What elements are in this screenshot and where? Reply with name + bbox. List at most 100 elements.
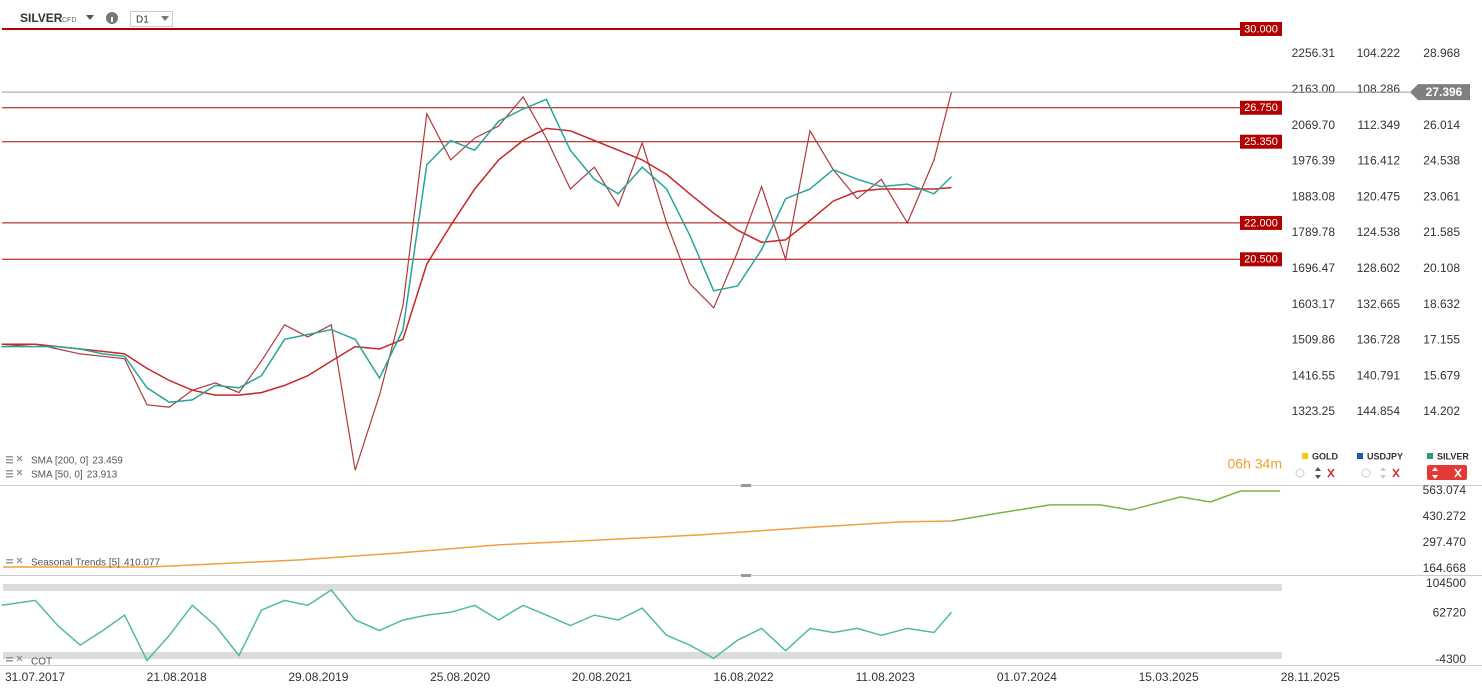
icon (6, 660, 13, 662)
order-icon[interactable] (1432, 467, 1438, 479)
remove-icon[interactable] (1392, 468, 1400, 478)
cot-lower-zone (3, 652, 1282, 659)
x-tick-label: 11.08.2023 (856, 670, 915, 684)
panel-handle[interactable] (741, 484, 751, 487)
cot-upper-zone (3, 584, 1282, 591)
close[interactable] (16, 557, 23, 564)
y-tick-label: 2163.00 (1292, 82, 1336, 96)
y-tick-label: 563.074 (1423, 483, 1467, 497)
icon (6, 456, 13, 458)
current-price-label: 27.396 (1426, 85, 1463, 99)
order-icon[interactable] (1315, 467, 1321, 479)
level-label-box (1240, 21, 1282, 36)
panel-title: COT (31, 657, 52, 668)
order-icon[interactable] (1380, 467, 1386, 479)
close[interactable] (16, 455, 23, 462)
instrument-swatch (1302, 453, 1308, 459)
y-tick-label: 1323.25 (1292, 404, 1336, 418)
x-tick-label: 25.08.2020 (430, 670, 490, 684)
level-label: 30.000 (1244, 23, 1278, 35)
series-line (1, 588, 953, 662)
y-tick-label: 2069.70 (1292, 118, 1336, 132)
level-label: 25.350 (1244, 136, 1278, 148)
y-tick-label: 108.286 (1357, 82, 1401, 96)
series-line (3, 520, 952, 568)
y-tick-label: 297.470 (1423, 535, 1467, 549)
instrument-swatch (1427, 453, 1433, 459)
y-tick-label: 116.412 (1358, 154, 1401, 168)
y-tick-label: 1603.17 (1292, 297, 1336, 311)
icon (6, 657, 13, 659)
y-tick-label: 17.155 (1423, 333, 1460, 347)
countdown: 06h 34m (1228, 456, 1282, 472)
close[interactable] (16, 655, 23, 662)
timeframe[interactable]: D1 (136, 15, 149, 26)
x-tick-label: 31.07.2017 (5, 670, 65, 684)
symbol-dropdown[interactable] (86, 15, 94, 20)
current-price-box (1410, 84, 1470, 101)
icon (6, 559, 13, 561)
y-tick-label: 144.854 (1357, 404, 1401, 418)
series-line (1, 91, 953, 471)
y-tick-label: 18.632 (1423, 297, 1460, 311)
y-tick-label: 28.968 (1423, 46, 1460, 60)
icon (6, 462, 13, 464)
level-label: 26.750 (1244, 102, 1278, 114)
instrument-controls (1295, 465, 1467, 480)
silver-controls[interactable] (1427, 465, 1467, 480)
x-tick-label: 29.08.2019 (288, 670, 348, 684)
y-tick-label: 104500 (1426, 576, 1466, 590)
level-label: 20.500 (1244, 254, 1278, 266)
timeframe-box[interactable] (130, 11, 173, 27)
y-tick-label: 140.791 (1357, 368, 1401, 382)
legend-close-icons[interactable] (16, 455, 23, 662)
badge: CFD (62, 17, 76, 24)
series-line (951, 490, 1281, 522)
y-tick-label: 20.108 (1423, 261, 1460, 275)
panel-handle[interactable] (741, 574, 751, 577)
legend-value: 23.913 (87, 470, 118, 481)
instrument-name: SILVER (1437, 451, 1469, 461)
y-tick-label: 14.202 (1423, 404, 1460, 418)
legend-name: SMA [50, 0] (31, 470, 83, 481)
icon (6, 470, 13, 472)
close[interactable] (16, 469, 23, 476)
legend-icons (6, 456, 13, 662)
x-tick-label: 28.11.2025 (1281, 670, 1340, 684)
info-glyph (111, 17, 113, 22)
eye-icon[interactable] (1361, 468, 1371, 478)
series-line (1, 127, 952, 396)
y-tick-label: 23.061 (1423, 189, 1460, 203)
icon (6, 473, 13, 475)
y-tick-label: 132.665 (1357, 297, 1401, 311)
y-tick-label: 136.728 (1357, 333, 1401, 347)
icon (6, 562, 13, 564)
instrument-name: GOLD (1312, 451, 1338, 461)
x-tick-label: 15.03.2025 (1139, 670, 1199, 684)
y-tick-label: 112.349 (1358, 118, 1401, 132)
level-label-box (1240, 252, 1282, 267)
y-tick-label: 15.679 (1423, 368, 1460, 382)
instrument-swatch (1357, 453, 1363, 459)
y-tick-label: 1789.78 (1292, 225, 1336, 239)
y-tick-label: 62720 (1433, 605, 1467, 619)
legend-name: Seasonal Trends [5] (31, 558, 120, 569)
timeframe-dropdown[interactable] (161, 16, 169, 21)
series-line (1, 98, 953, 404)
y-tick-label: 26.014 (1423, 118, 1460, 132)
y-tick-label: 120.475 (1357, 189, 1401, 203)
eye-icon[interactable] (1295, 468, 1305, 478)
remove-icon[interactable] (1454, 468, 1462, 478)
y-tick-label: 128.602 (1357, 261, 1401, 275)
level-label: 22.000 (1244, 217, 1278, 229)
symbol[interactable]: SILVER (20, 11, 63, 25)
y-tick-label: 2256.31 (1292, 46, 1336, 60)
y-tick-label: 24.538 (1423, 154, 1460, 168)
legend-value: 410.077 (124, 558, 161, 569)
legend-value: 23.459 (92, 456, 123, 467)
remove-icon[interactable] (1327, 468, 1335, 478)
legend-name: SMA [200, 0] (31, 456, 88, 467)
x-tick-label: 16.08.2022 (713, 670, 773, 684)
